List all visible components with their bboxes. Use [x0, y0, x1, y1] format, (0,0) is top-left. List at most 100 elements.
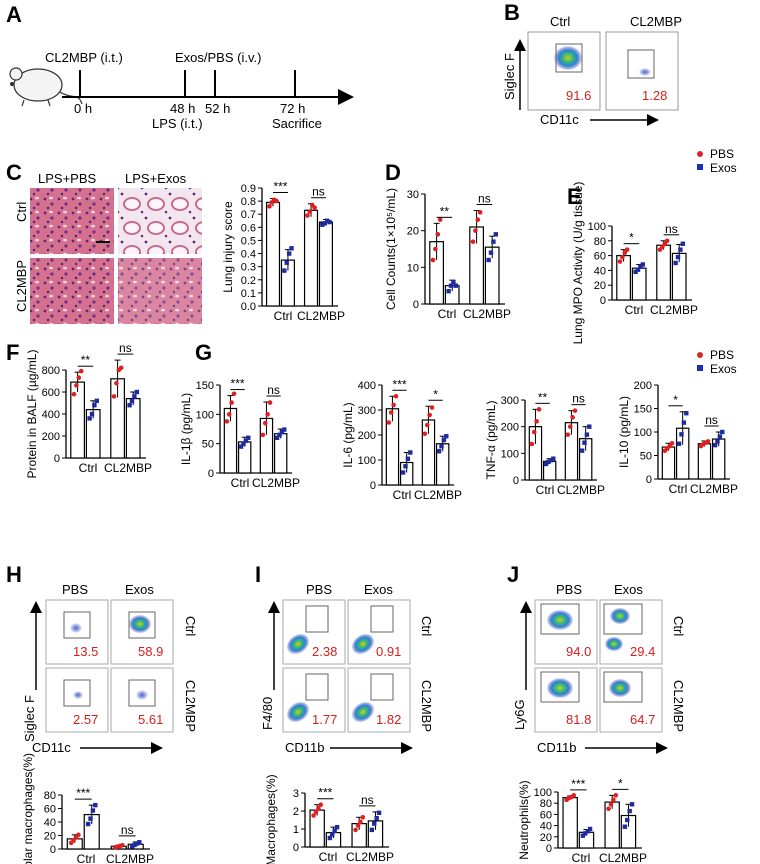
chart-f-ytick-label: 600 — [42, 387, 60, 399]
panel-label-j: J — [507, 562, 519, 587]
chart-i-sig-label: ns — [361, 793, 374, 807]
chart-e-point-exos — [640, 262, 645, 267]
chart-g3-point-pbs — [531, 429, 537, 435]
chart-g4-xtick-label: Ctrl — [669, 482, 688, 496]
chart-c-point-exos — [289, 246, 294, 251]
chart-g3-point-exos — [584, 432, 590, 437]
chart-i-ytick-label: 1 — [293, 824, 299, 836]
chart-f-point-exos — [94, 398, 99, 403]
chart-e-point-exos — [673, 260, 678, 266]
chart-h-point-exos — [132, 842, 137, 848]
chart-c-ylabel: Lung injury score — [221, 201, 235, 293]
chart-i-point-pbs — [316, 806, 321, 811]
chart-d-point-pbs — [470, 239, 476, 244]
chart-c-xtick-label: CL2MBP — [297, 309, 345, 323]
chart-g1-point-pbs — [260, 432, 266, 438]
chart-g4-ytick-label: 100 — [634, 427, 652, 439]
chart-j-point-exos — [627, 808, 632, 814]
histology-cl2mbp-exos — [118, 258, 202, 324]
chart-g1-point-exos — [241, 441, 246, 446]
chart-g1-point-pbs — [226, 412, 232, 417]
chart-c-point-exos — [320, 222, 325, 227]
chart-g2-point-pbs — [391, 402, 396, 408]
chart-i-point-exos — [330, 832, 335, 837]
chart-h-xtick-label: CL2MBP — [106, 852, 154, 864]
flow-j-value-cl2mbp-pbs: 81.8 — [566, 712, 591, 727]
panel-label-e: E — [567, 184, 582, 209]
chart-g2-point-pbs — [429, 405, 435, 410]
chart-f-point-pbs — [71, 391, 77, 397]
chart-c: 0.00.10.20.30.4 0.50.60.70.80.9 Lung injur… — [221, 179, 345, 323]
chart-g3-sig-label: ns — [572, 392, 585, 406]
chart-h-ylabel: Alveolar macrophages(%) — [21, 753, 35, 864]
chart-g2-sig-label: * — [433, 387, 438, 401]
chart-c-point-pbs — [312, 205, 317, 210]
chart-g4-ylabel: IL-10 (pg/mL) — [617, 396, 631, 468]
chart-d-point-exos — [448, 283, 454, 288]
chart-d-ylabel: Cell Counts(1×10⁵/mL) — [384, 188, 398, 310]
chart-d-point-exos — [453, 283, 458, 288]
chart-c-point-pbs — [307, 209, 313, 214]
chart-g1-point-pbs — [267, 400, 273, 405]
timeline-treatment-label: CL2MBP (i.t.) — [45, 50, 123, 65]
flow-i-value-ctrl-exos: 0.91 — [376, 644, 401, 659]
flow-i-row-ctrl: Ctrl — [419, 616, 434, 636]
timeline-72h: 72 h — [280, 101, 305, 116]
histology-ctrl-exos — [118, 188, 202, 254]
timeline-0h: 0 h — [74, 101, 92, 116]
chart-g1-ylabel: IL-1β (pg/mL) — [179, 393, 193, 465]
panel-b-flow: Ctrl CL2MBP 91.6 1.28 Siglec F CD11c — [502, 14, 682, 127]
chart-g1-ytick-label: 50 — [202, 439, 214, 451]
chart-g4-point-exos — [720, 429, 725, 435]
chart-j-xtick-label: CL2MBP — [599, 851, 647, 864]
flow-i-value-cl2mbp-pbs: 1.77 — [312, 712, 337, 727]
chart-g3-ytick-label: 300 — [501, 395, 519, 407]
panel-label-h: H — [6, 562, 22, 587]
legend-exos-label-2: Exos — [710, 362, 737, 376]
chart-i-point-pbs — [353, 827, 358, 833]
legend-top: PBS Exos — [697, 147, 737, 175]
chart-e-point-pbs — [617, 259, 623, 264]
chart-e-ytick-label: 40 — [594, 265, 606, 277]
chart-d-point-pbs — [430, 257, 436, 263]
chart-g3-point-exos — [546, 459, 551, 465]
chart-e-point-exos — [675, 254, 681, 260]
chart-g2-point-pbs — [386, 420, 392, 425]
chart-j-point-exos — [622, 824, 628, 829]
chart-e-ytick-label: 80 — [594, 236, 606, 248]
chart-c-ytick-label: 0.4 — [241, 249, 256, 261]
chart-i-ytick-label: 3 — [293, 788, 299, 800]
chart-j-point-exos — [583, 831, 588, 836]
chart-j-xtick-label: Ctrl — [572, 851, 591, 864]
chart-g1-sig-label: ns — [267, 383, 280, 397]
chart-h-point-exos — [137, 840, 142, 845]
chart-d-ytick-label: 20 — [407, 226, 419, 238]
chart-f-point-exos — [134, 389, 139, 395]
legend-pbs-label-2: PBS — [710, 348, 734, 362]
chart-g2-ytick-label: 0 — [370, 480, 376, 492]
chart-f-ytick-label: 200 — [42, 431, 60, 443]
chart-j-ytick-label: 20 — [540, 832, 552, 844]
chart-h-ytick-label: 0 — [50, 844, 56, 856]
flow-h-ylabel: Siglec F — [22, 695, 37, 742]
chart-g2-point-exos — [408, 450, 413, 455]
legend-pbs-dot — [697, 151, 703, 157]
chart-g2-xtick-label: Ctrl — [393, 488, 412, 502]
chart-g2-point-pbs — [424, 422, 430, 428]
chart-h-ytick-label: 60 — [44, 804, 56, 816]
chart-d-point-exos — [486, 257, 491, 263]
chart-g2-point-exos — [439, 444, 444, 449]
panel-label-d: D — [385, 160, 401, 185]
chart-i-point-pbs — [311, 813, 316, 818]
chart-c-ytick-label: 0.9 — [241, 183, 256, 195]
chart-f-point-exos — [92, 403, 97, 408]
chart-g4-ytick-label: 50 — [640, 451, 652, 463]
chart-f-sig-label: ** — [81, 353, 91, 367]
chart-j-ylabel: Neutrophils(%) — [517, 780, 531, 859]
chart-c-point-pbs — [267, 204, 272, 209]
chart-e-point-pbs — [624, 247, 630, 252]
